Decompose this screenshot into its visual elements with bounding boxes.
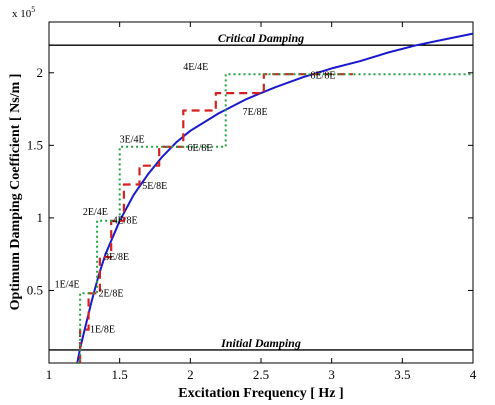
y-tick-label-2: 1.5 bbox=[27, 137, 43, 152]
annotation-label-5: 6E/8E bbox=[188, 143, 213, 154]
x-tick-label-4: 3 bbox=[328, 367, 335, 382]
x-tick-label-0: 1 bbox=[46, 367, 53, 382]
series-line-1 bbox=[78, 73, 353, 363]
y-axis-title: Optimum Damping Coefficient [ Ns/m ] bbox=[8, 74, 23, 311]
annotation-label-7: 8E/8E bbox=[310, 71, 335, 82]
annotation-label-6: 7E/8E bbox=[243, 107, 268, 118]
x-axis-title: Excitation Frequency [ Hz ] bbox=[178, 386, 343, 401]
annotation-label-4: 5E/8E bbox=[142, 181, 167, 192]
annotation-label-2: 3E/8E bbox=[104, 252, 129, 263]
series-group bbox=[76, 32, 474, 364]
annotation-label-11: 4E/4E bbox=[183, 62, 208, 73]
y-tick-label-1: 1 bbox=[37, 210, 44, 225]
plot-frame bbox=[48, 21, 474, 364]
y-tick-label-0: 0.5 bbox=[27, 282, 43, 297]
reference-label-0: Critical Damping bbox=[218, 31, 304, 45]
reference-label-1: Initial Damping bbox=[220, 336, 301, 350]
annotation-label-10: 3E/4E bbox=[120, 134, 145, 145]
annotation-label-0: 1E/8E bbox=[90, 325, 115, 336]
annotation-label-1: 2E/8E bbox=[98, 288, 123, 299]
y-multiplier: x 105 bbox=[12, 5, 35, 20]
x-tick-label-2: 2 bbox=[187, 367, 194, 382]
reference-lines: Critical Damping Initial Damping bbox=[49, 31, 473, 351]
annotation-label-8: 1E/4E bbox=[55, 280, 80, 291]
x-tick-label-6: 4 bbox=[470, 367, 477, 382]
x-tick-label-1: 1.5 bbox=[112, 367, 128, 382]
annotation-label-3: 4E/8E bbox=[113, 216, 138, 227]
ticks: 1 1.5 2 2.5 3 3.5 4 0.5 1 1.5 2 bbox=[27, 22, 477, 382]
plot-area: Critical Damping Initial Damping 1E/8E 2E/… bbox=[27, 21, 477, 382]
x-tick-label-5: 3.5 bbox=[394, 367, 410, 382]
annotations: 1E/8E 2E/8E 3E/8E 4E/8E 5E/8E 6E/8E 7E/8E 8E/8E… bbox=[55, 62, 336, 336]
annotation-label-9: 2E/4E bbox=[83, 207, 108, 218]
y-tick-label-3: 2 bbox=[37, 65, 44, 80]
x-tick-label-3: 2.5 bbox=[253, 367, 269, 382]
